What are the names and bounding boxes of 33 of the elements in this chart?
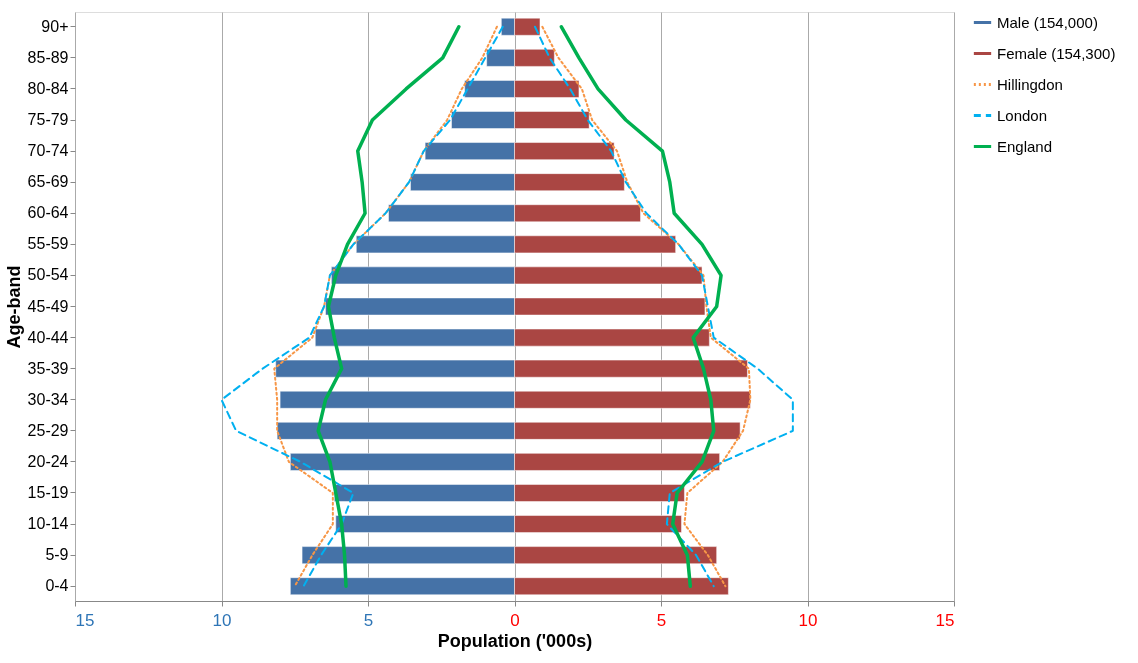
x-tick-label: 5 [363, 610, 374, 630]
y-tick-label: 50-54 [27, 266, 69, 284]
y-tick-label: 70-74 [27, 142, 69, 160]
y-tick-label: 80-84 [27, 79, 69, 97]
legend-label: Female (154,300) [997, 44, 1116, 62]
x-tick-label: 5 [656, 610, 667, 630]
y-tick-label: 0-4 [45, 577, 69, 595]
legend-label: Hillingdon [997, 75, 1063, 93]
y-tick-label: 40-44 [27, 328, 69, 346]
x-tick-label: 15 [75, 610, 95, 630]
y-tick-label: 60-64 [27, 204, 69, 222]
x-tick-label: 15 [935, 610, 955, 630]
y-tick-label: 15-19 [27, 483, 69, 501]
y-tick-label: 25-29 [27, 421, 69, 439]
y-tick-label: 10-14 [27, 515, 69, 533]
x-tick-label: 10 [798, 610, 818, 630]
y-tick-label: 45-49 [27, 297, 69, 315]
x-axis-title: Population ('000s) [437, 630, 593, 651]
legend-label: London [997, 106, 1048, 124]
y-tick-label: 20-24 [27, 452, 69, 470]
y-tick-label: 55-59 [27, 235, 69, 253]
legend-label: England [997, 137, 1053, 155]
x-tick-label: 0 [510, 610, 520, 630]
legend-label: Male (154,000) [997, 13, 1098, 31]
y-tick-label: 30-34 [27, 390, 69, 408]
y-tick-label: 5-9 [45, 546, 69, 564]
y-tick-label: 90+ [41, 17, 69, 35]
y-tick-label: 65-69 [27, 173, 69, 191]
y-tick-label: 85-89 [27, 48, 69, 66]
y-axis-title: Age-band [3, 265, 24, 349]
x-tick-label: 10 [212, 610, 232, 630]
y-tick-label: 75-79 [27, 111, 69, 129]
y-tick-label: 35-39 [27, 359, 69, 377]
